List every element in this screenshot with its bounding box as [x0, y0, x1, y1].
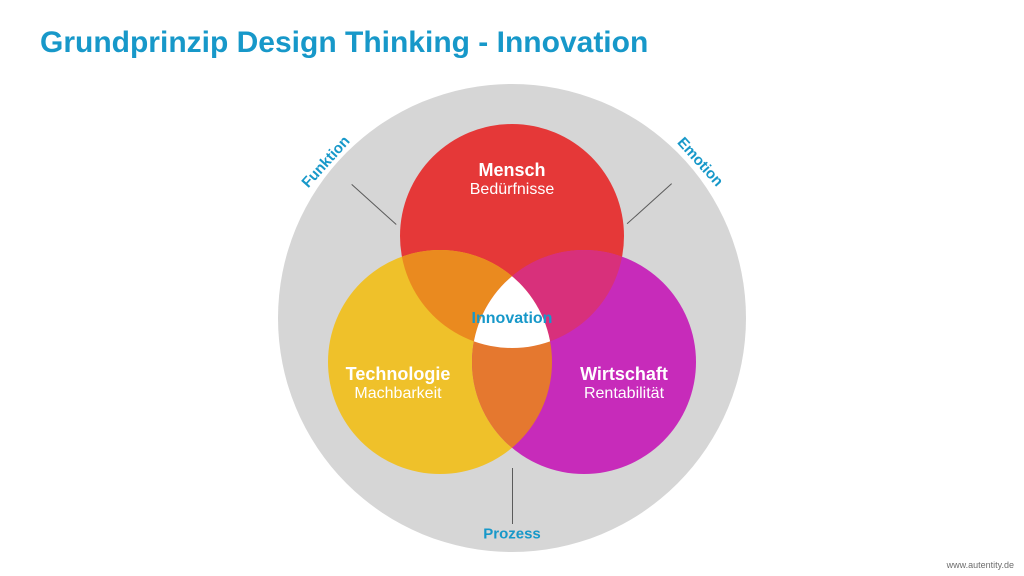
circle-title-tech: Technologie: [308, 364, 488, 385]
circle-label-human: Mensch Bedürfnisse: [422, 160, 602, 199]
circle-subtitle-tech: Machbarkeit: [308, 385, 488, 403]
circle-title-human: Mensch: [422, 160, 602, 181]
diagram-stage: Grundprinzip Design Thinking - Innovatio…: [0, 0, 1024, 576]
page-title: Grundprinzip Design Thinking - Innovatio…: [40, 26, 648, 60]
circle-label-tech: Technologie Machbarkeit: [308, 364, 488, 403]
circle-label-econ: Wirtschaft Rentabilität: [534, 364, 714, 403]
center-label-innovation: Innovation: [452, 310, 572, 328]
connector-line-prozess: [512, 468, 513, 524]
circle-subtitle-human: Bedürfnisse: [422, 181, 602, 199]
credit-text: www.autentity.de: [947, 560, 1014, 570]
edge-label-prozess: Prozess: [483, 526, 541, 543]
circle-title-econ: Wirtschaft: [534, 364, 714, 385]
circle-subtitle-econ: Rentabilität: [534, 385, 714, 403]
